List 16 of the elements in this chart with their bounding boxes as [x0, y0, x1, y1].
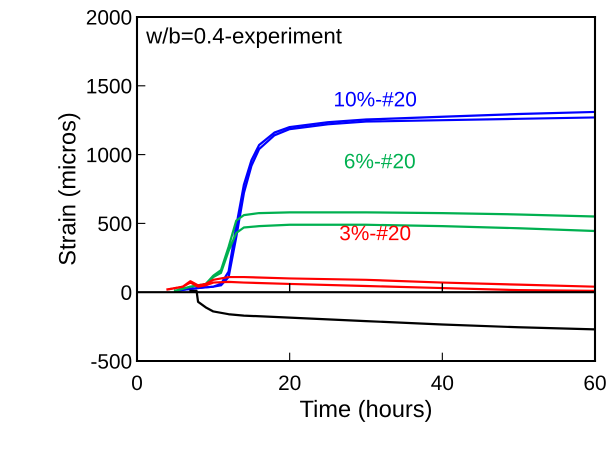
x-tick-label: 40 — [431, 375, 454, 390]
chart-title: w/b=0.4-experiment — [146, 27, 342, 48]
annotation: 6%-#20 — [344, 154, 415, 168]
y-tick-label: 0 — [121, 285, 132, 300]
y-axis-title: Strain (micros) — [58, 114, 80, 265]
x-tick-label: 60 — [584, 375, 606, 390]
x-axis-title: Time (hours) — [300, 400, 432, 422]
y-tick-label: -500 — [91, 354, 132, 369]
y-tick-label: 1500 — [87, 78, 132, 94]
annotation: 3%-#20 — [340, 226, 410, 240]
y-tick-label: 500 — [98, 216, 132, 232]
x-tick-label: 20 — [279, 375, 300, 390]
annotation: 10%-#20 — [335, 92, 416, 107]
y-tick-label: 2000 — [86, 10, 132, 25]
x-tick-label: 0 — [132, 375, 142, 390]
y-tick-label: 1000 — [87, 148, 132, 162]
